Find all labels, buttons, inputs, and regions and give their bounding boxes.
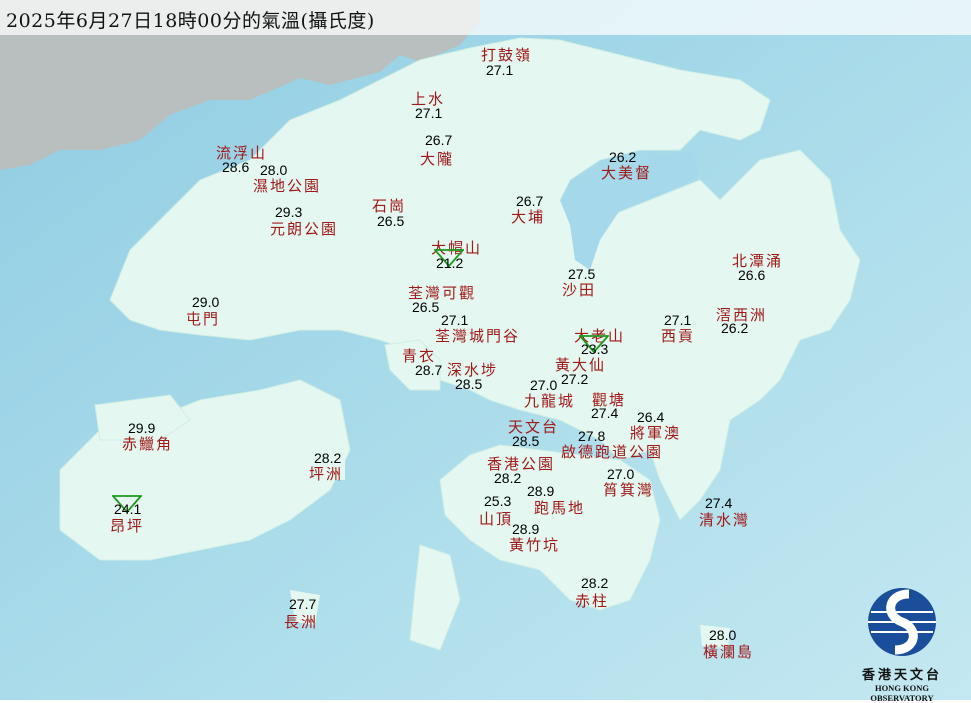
station-temperature: 28.2 [581,575,609,591]
logo-name-cn: 香港天文台 [861,668,942,683]
station-name: 大埔 [511,208,546,226]
waglan-island [700,625,730,648]
cheung-chau [290,590,320,625]
station-name: 元朗公園 [270,220,339,238]
station-temperature: 21.2 [436,255,464,271]
station-temperature: 26.2 [721,320,749,336]
min-temp-triangle-icon [112,495,142,513]
station-name: 大美督 [601,164,653,182]
station-temperature: 29.0 [192,294,220,310]
station-name: 觀塘 [592,391,627,409]
station-name: 深水埗 [447,361,499,379]
station-name: 滘西洲 [716,306,768,324]
station-temperature: 28.6 [222,159,250,175]
station-temperature: 27.4 [591,405,619,421]
station-temperature: 25.3 [484,493,512,509]
tsing-yi [384,339,441,391]
station-name: 啟德跑道公園 [561,443,664,461]
station-name: 屯門 [186,310,221,328]
station-name: 荃灣城門谷 [435,327,521,345]
title-bar: 2025年6月27日18時00分的氣溫(攝氏度) [0,0,971,35]
station-temperature: 26.7 [425,132,453,148]
station-name: 跑馬地 [534,499,586,517]
station-temperature: 27.0 [530,377,558,393]
station-temperature: 26.4 [637,409,665,425]
station-temperature: 28.9 [527,483,555,499]
station-name: 石崗 [372,197,407,215]
logo-name-en: HONG KONG OBSERVATORY [870,683,934,703]
station-name: 山頂 [479,510,514,528]
station-temperature: 27.7 [289,596,317,612]
station-name: 黃大仙 [555,356,607,374]
station-name: 昂坪 [110,517,145,535]
map-title: 2025年6月27日18時00分的氣溫(攝氏度) [6,10,375,32]
min-temp-triangle-icon [434,249,464,267]
station-temperature: 26.6 [738,267,766,283]
station-temperature: 27.1 [441,312,469,328]
station-name: 香港公園 [487,455,556,473]
station-name: 黃竹坑 [509,536,561,554]
station-name: 長洲 [284,613,319,631]
station-temperature: 26.2 [609,149,637,165]
station-name: 大帽山 [431,239,483,257]
new-territories [109,37,861,521]
station-temperature: 28.5 [512,433,540,449]
station-name: 荃灣可觀 [408,284,477,302]
tolo-harbour [560,150,700,270]
station-temperature: 27.4 [705,495,733,511]
station-name: 橫瀾島 [703,643,755,661]
station-temperature: 28.9 [512,521,540,537]
station-name: 西貢 [661,327,696,345]
station-name: 九龍城 [524,392,576,410]
station-temperature: 27.5 [568,266,596,282]
station-name: 將軍澳 [630,424,682,442]
station-temperature: 28.5 [455,376,483,392]
station-temperature: 27.1 [415,105,443,121]
station-name: 赤柱 [575,592,610,610]
hko-logo: 香港天文台 HONG KONG OBSERVATORY [852,586,952,703]
station-name: 流浮山 [216,144,268,162]
station-name: 上水 [411,90,446,108]
station-name: 北潭涌 [732,252,784,270]
station-name: 坪洲 [309,465,344,483]
station-name: 濕地公園 [253,177,322,195]
hko-logo-icon [868,588,936,656]
station-name: 赤鱲角 [122,435,174,453]
station-temperature: 26.5 [412,299,440,315]
station-temperature: 26.7 [516,193,544,209]
station-name: 大隴 [420,150,455,168]
station-temperature: 28.0 [260,162,288,178]
station-temperature: 28.2 [314,450,342,466]
shenzhen-area [0,0,480,170]
station-temperature: 27.0 [607,466,635,482]
station-temperature: 28.0 [709,627,737,643]
station-temperature: 27.1 [486,62,514,78]
station-temperature: 26.5 [377,213,405,229]
station-name: 沙田 [562,281,597,299]
lamma-island [409,544,461,651]
station-name: 天文台 [508,418,560,436]
hong-kong-island [439,444,661,611]
peng-chau [315,455,345,480]
airport-island [94,394,191,441]
station-temperature: 27.8 [578,428,606,444]
station-temperature: 28.7 [415,362,443,378]
station-temperature: 23.3 [581,341,609,357]
station-name: 清水灣 [699,511,751,529]
station-temperature: 29.3 [275,204,303,220]
station-name: 青衣 [402,347,437,365]
station-temperature: 24.1 [114,501,142,517]
station-temperature: 28.2 [494,470,522,486]
station-temperature: 27.1 [664,312,692,328]
station-name: 打鼓嶺 [481,46,533,64]
station-temperature: 29.9 [128,420,156,436]
min-temp-triangle-icon [579,335,609,353]
station-temperature: 27.2 [561,371,589,387]
station-name: 筲箕灣 [603,481,655,499]
